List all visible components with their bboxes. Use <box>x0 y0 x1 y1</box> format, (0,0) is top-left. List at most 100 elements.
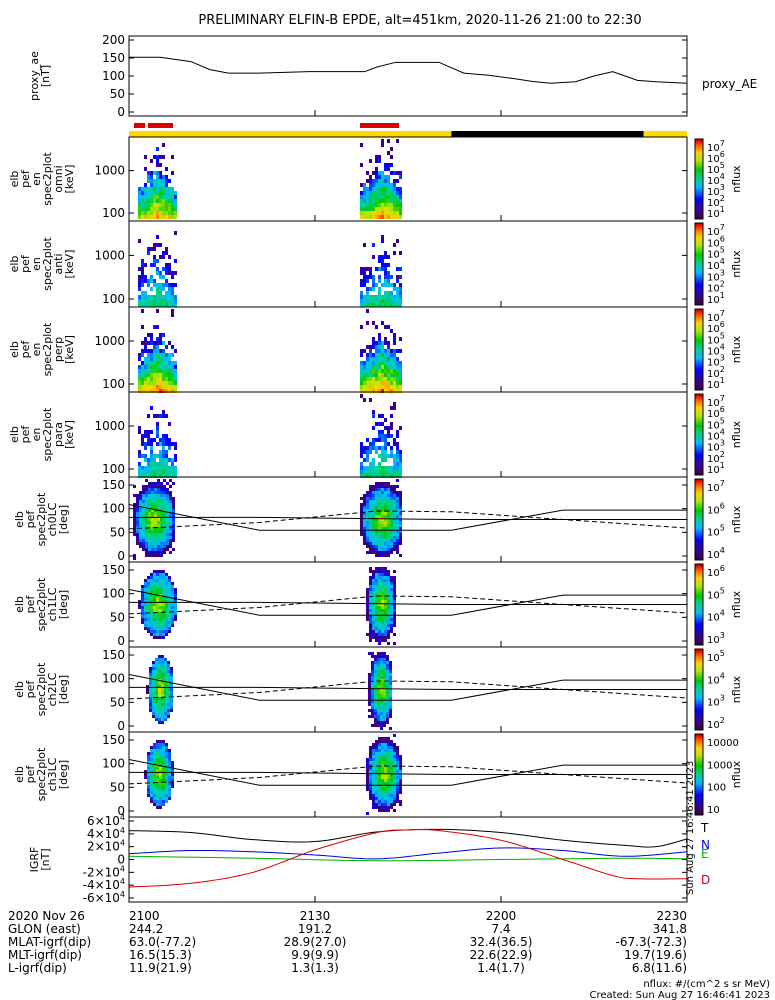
pitch-angle-cell <box>136 539 139 542</box>
pitch-angle-cell <box>166 527 169 530</box>
colorbar-swatch <box>695 582 703 585</box>
pitch-angle-cell <box>369 494 372 497</box>
colorbar-tick-label: 10 <box>707 805 720 816</box>
pitch-angle-cell <box>167 694 170 697</box>
pitch-angle-cell <box>381 746 384 749</box>
spectrogram-cell <box>156 207 159 211</box>
pitch-angle-cell <box>396 548 399 551</box>
pitch-angle-cell <box>142 494 145 497</box>
pitch-angle-cell <box>154 518 157 521</box>
pitch-angle-cell <box>156 582 159 585</box>
pitch-angle-cell <box>157 488 160 491</box>
pitch-angle-cell <box>157 512 160 515</box>
spectrogram-cell <box>393 381 396 385</box>
spectrogram-cell <box>372 215 375 219</box>
pitch-angle-cell <box>372 618 375 621</box>
spectrogram-cell <box>150 199 153 203</box>
pitch-angle-cell <box>144 594 147 597</box>
colorbar-swatch <box>695 533 703 537</box>
pitch-angle-cell <box>381 764 384 767</box>
spectrogram-cell <box>360 389 363 393</box>
pitch-angle-cell <box>384 488 387 491</box>
pitch-angle-cell <box>166 518 169 521</box>
colorbar-swatch <box>695 462 703 466</box>
pitch-angle-cell <box>366 785 369 788</box>
spectrogram-cell <box>360 271 363 275</box>
pitch-angle-cell <box>371 703 374 706</box>
pitch-angle-cell <box>372 591 375 594</box>
pitch-angle-cell <box>159 597 162 600</box>
pitch-angle-cell <box>366 545 369 548</box>
pitch-angle-cell <box>153 594 156 597</box>
spectrogram-cell <box>153 361 156 365</box>
spectrogram-cell <box>150 361 153 365</box>
spectrogram-cell <box>381 381 384 385</box>
pitch-angle-cell <box>366 597 369 600</box>
spectrogram-cell <box>384 179 387 183</box>
colorbar-swatch <box>695 713 703 717</box>
pitch-angle-cell <box>157 479 160 482</box>
pitch-angle-cell <box>164 694 167 697</box>
pitch-angle-cell <box>168 603 171 606</box>
pitch-angle-cell <box>375 530 378 533</box>
spectrogram-cell <box>159 163 162 167</box>
pitch-angle-cell <box>386 709 389 712</box>
pitch-angle-cell <box>172 539 175 542</box>
pitch-angle-cell <box>133 557 136 560</box>
spectrogram-cell <box>150 365 153 369</box>
pitch-angle-cell <box>133 518 136 521</box>
pitch-angle-cell <box>163 548 166 551</box>
pitch-angle-cell <box>151 548 154 551</box>
spectrogram-cell <box>138 430 141 434</box>
pitch-angle-cell <box>381 794 384 797</box>
pitch-angle-cell <box>381 512 384 515</box>
spectrogram-cell <box>150 353 153 357</box>
pitch-angle-cell <box>150 627 153 630</box>
spectrogram-cell <box>159 203 162 207</box>
pitch-angle-cell <box>164 676 167 679</box>
pitch-angle-cell <box>377 709 380 712</box>
colorbar-swatch <box>695 618 703 622</box>
pitch-angle-cell <box>381 524 384 527</box>
pitch-angle-cell <box>393 503 396 506</box>
spectrogram-cell <box>168 295 171 299</box>
spectrogram-cell <box>369 381 372 385</box>
footer-value: 1.3(1.3) <box>291 961 339 975</box>
spectrogram-cell <box>399 377 402 381</box>
pitch-angle-cell <box>380 679 383 682</box>
pitch-angle-cell <box>154 506 157 509</box>
colorbar-swatch <box>695 432 703 435</box>
footer-value: 341.8 <box>653 922 687 936</box>
spectrogram-cell <box>369 215 372 219</box>
pitch-angle-cell <box>386 667 389 670</box>
pitch-angle-cell <box>154 509 157 512</box>
pitch-angle-cell <box>165 791 168 794</box>
spectrogram-cell <box>171 442 174 446</box>
spectrogram-cell <box>150 474 153 478</box>
pitch-angle-cell <box>378 776 381 779</box>
spectrogram-cell <box>384 337 387 341</box>
spectrogram-cell <box>372 275 375 279</box>
pitch-angle-cell <box>384 609 387 612</box>
colorbar-swatch <box>695 331 703 334</box>
spectrogram-cell <box>360 199 363 203</box>
spectrogram-cell <box>399 458 402 462</box>
spectrogram-cell <box>141 341 144 345</box>
pitch-angle-cell <box>145 542 148 545</box>
spectrogram-cell <box>360 462 363 466</box>
spectrogram-cell <box>138 466 141 470</box>
spectrogram-cell <box>141 267 144 271</box>
pitch-angle-cell <box>387 612 390 615</box>
spectrogram-cell <box>393 458 396 462</box>
spectrogram-cell <box>399 295 402 299</box>
pitch-angle-cell <box>162 785 165 788</box>
pitch-angle-cell <box>377 718 380 721</box>
pitch-angle-cell <box>164 712 167 715</box>
spectrogram-cell <box>138 454 141 458</box>
colorbar-swatch <box>695 798 703 802</box>
pitch-angle-cell <box>158 655 161 658</box>
pitch-angle-cell <box>372 621 375 624</box>
pitch-angle-cell <box>170 682 173 685</box>
pitch-angle-cell <box>150 794 153 797</box>
pitch-angle-cell <box>381 767 384 770</box>
